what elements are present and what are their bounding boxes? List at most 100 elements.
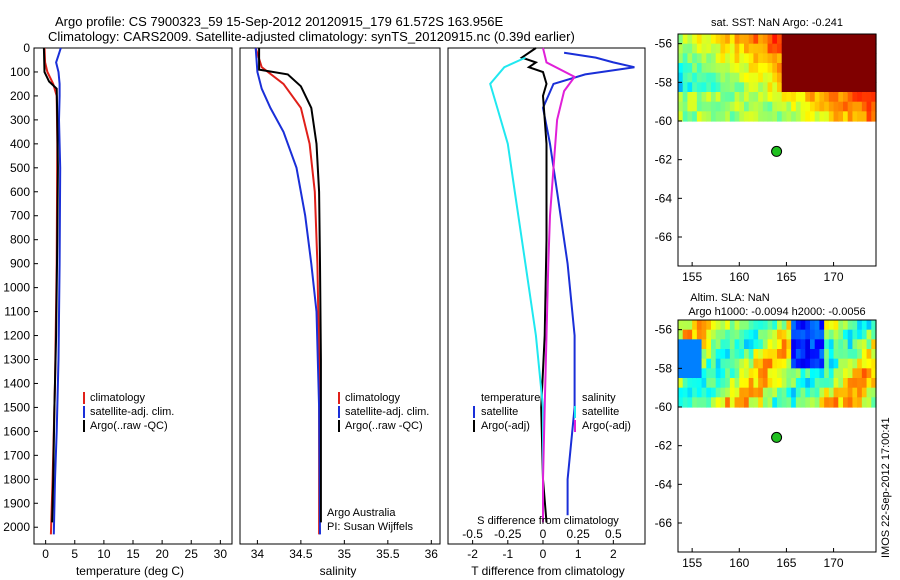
- heatmap-cell: [753, 92, 759, 103]
- heatmap-cell: [748, 63, 755, 74]
- heatmap-cell: [843, 320, 849, 331]
- heatmap-cell: [866, 368, 872, 379]
- heatmap-cell: [701, 92, 707, 103]
- heatmap-cell: [701, 82, 707, 93]
- heatmap-cell: [682, 378, 689, 389]
- heatmap-cell: [795, 34, 802, 45]
- heatmap-cell: [871, 111, 877, 122]
- heatmap-cell: [767, 53, 773, 64]
- temperature-axes-box: [33, 47, 233, 545]
- t-difference-label: T difference from climatology: [471, 564, 625, 578]
- heatmap-cell: [739, 387, 745, 398]
- heatmap-cell: [838, 111, 844, 122]
- heatmap-cell: [852, 358, 858, 369]
- heatmap-cell: [814, 53, 821, 64]
- heatmap-cell: [810, 53, 816, 64]
- lat-tick-label: -56: [655, 37, 673, 51]
- header-line-2: Climatology: CARS2009. Satellite-adjuste…: [48, 29, 575, 44]
- heatmap-cell: [682, 72, 689, 83]
- heatmap-cell: [720, 53, 726, 64]
- heatmap-cell: [786, 368, 792, 379]
- heatmap-cell: [692, 329, 698, 340]
- heatmap-cell: [767, 101, 773, 112]
- heatmap-cell: [758, 387, 764, 398]
- heatmap-cell: [678, 63, 684, 74]
- heatmap-cell: [838, 82, 844, 93]
- header-line-1: Argo profile: CS 7900323_59 15-Sep-2012 …: [55, 14, 503, 29]
- depth-tick-label: 400: [10, 137, 30, 151]
- heatmap-cell: [791, 43, 797, 54]
- salinity-lines: [254, 47, 322, 535]
- heatmap-cell: [734, 111, 740, 122]
- heatmap-cell: [824, 101, 830, 112]
- heatmap-cell: [720, 111, 726, 122]
- heatmap-cell: [814, 92, 821, 103]
- heatmap-cell: [744, 82, 750, 93]
- heatmap-cell: [824, 329, 830, 340]
- heatmap-cell: [715, 72, 722, 83]
- depth-tick-label: 2000: [3, 520, 30, 534]
- heatmap-cell: [871, 320, 877, 331]
- heatmap-cell: [767, 387, 773, 398]
- heatmap-cell: [871, 349, 877, 360]
- heatmap-cell: [678, 92, 684, 103]
- heatmap-cell: [819, 339, 825, 350]
- heatmap-cell: [786, 387, 792, 398]
- heatmap-cell: [838, 34, 844, 45]
- heatmap-cell: [729, 53, 736, 64]
- heatmap-cell: [852, 339, 858, 350]
- heatmap-cell: [824, 358, 830, 369]
- heatmap-cell: [758, 358, 764, 369]
- heatmap-cell: [692, 72, 698, 83]
- legend-label-argo: Argo(..raw -QC): [90, 420, 168, 432]
- depth-tick-label: 1500: [3, 400, 30, 414]
- heatmap-cell: [795, 349, 802, 360]
- heatmap-cell: [715, 368, 722, 379]
- heatmap-cell: [762, 111, 769, 122]
- heatmap-cell: [678, 101, 684, 112]
- heatmap-cell: [748, 358, 755, 369]
- heatmap-cell: [828, 34, 835, 45]
- heatmap-cell: [800, 34, 806, 45]
- heatmap-cell: [777, 53, 783, 64]
- heatmap-cell: [838, 339, 844, 350]
- heatmap-cell: [777, 101, 783, 112]
- x-tick-label: 5: [71, 547, 78, 561]
- heatmap-cell: [772, 34, 778, 45]
- lon-tick-label: 160: [729, 556, 749, 570]
- legend-label-satellite: satellite-adj. clim.: [90, 406, 174, 418]
- heatmap-cell: [791, 63, 797, 74]
- heatmap-cell: [762, 34, 769, 45]
- heatmap-cell: [866, 82, 872, 93]
- heatmap-cell: [871, 101, 877, 112]
- heatmap-cell: [852, 329, 858, 340]
- heatmap-cell: [706, 34, 712, 45]
- heatmap-cell: [857, 43, 863, 54]
- heatmap-cell: [715, 329, 722, 340]
- heatmap-cell: [833, 101, 839, 112]
- heatmap-cell: [777, 339, 783, 350]
- lon-tick-label: 155: [682, 556, 702, 570]
- series-line-black: [519, 47, 548, 523]
- heatmap-cell: [810, 43, 816, 54]
- heatmap-cell: [725, 43, 731, 54]
- heatmap-cell: [828, 349, 835, 360]
- heatmap-cell: [744, 378, 750, 389]
- heatmap-cell: [800, 101, 806, 112]
- s-tick-label: 0.25: [566, 527, 590, 541]
- heatmap-cell: [828, 339, 835, 350]
- heatmap-cell: [696, 397, 703, 408]
- heatmap-cell: [744, 43, 750, 54]
- heatmap-cell: [866, 329, 872, 340]
- heatmap-cell: [711, 320, 717, 331]
- depth-tick-label: 1200: [3, 329, 30, 343]
- heatmap-cell: [838, 320, 844, 331]
- heatmap-cell: [701, 349, 707, 360]
- heatmap-cell: [753, 378, 759, 389]
- heatmap-cell: [711, 34, 717, 45]
- heatmap-cell: [729, 63, 736, 74]
- difference-lines: [489, 47, 635, 523]
- heatmap-cell: [810, 34, 816, 45]
- heatmap-cell: [758, 53, 764, 64]
